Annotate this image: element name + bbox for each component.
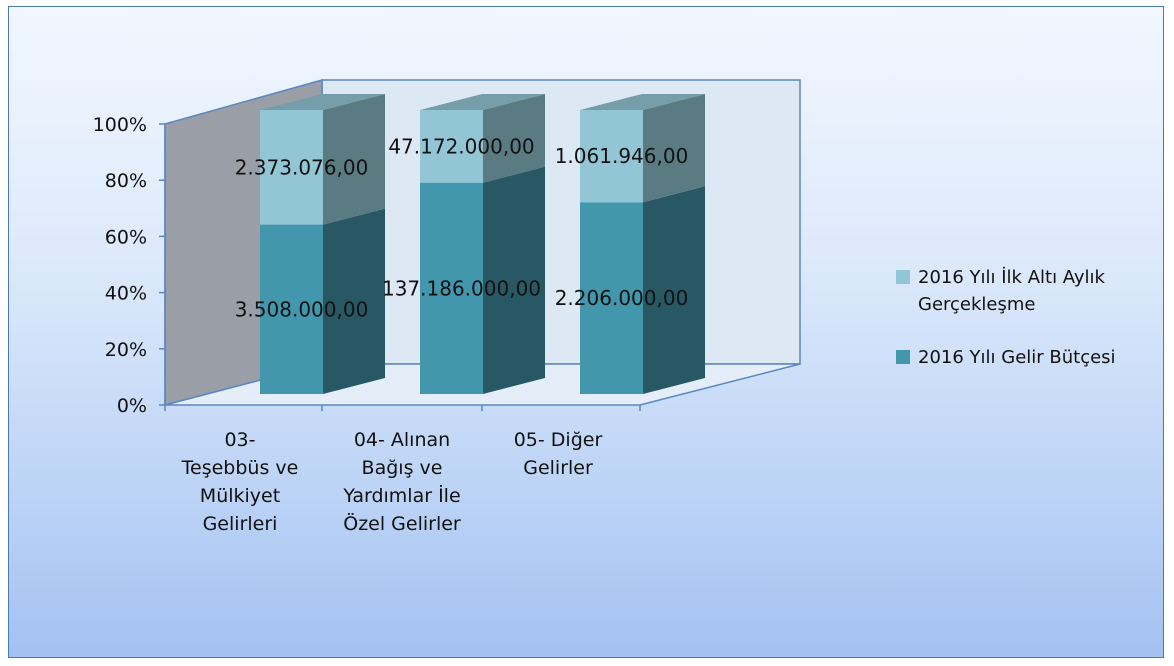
data-label: 47.172.000,00	[388, 134, 534, 158]
bar-front	[580, 202, 643, 394]
data-label: 2.373.076,00	[235, 155, 369, 179]
bars	[260, 94, 705, 394]
x-category-line: Yardımlar İle	[342, 484, 460, 507]
y-tick-label: 60%	[105, 226, 147, 248]
x-category-line: 04- Alınan	[354, 429, 450, 451]
bar-front	[420, 182, 483, 394]
bar-side	[483, 94, 545, 183]
x-category-line: Özel Gelirler	[343, 512, 461, 535]
y-tick-label: 80%	[105, 170, 147, 192]
legend-label-line: 2016 Yılı Gelir Bütçesi	[918, 347, 1116, 368]
legend-swatch	[896, 350, 910, 364]
data-label: 1.061.946,00	[555, 144, 689, 168]
x-category-label: 05- Diğer Gelirler	[514, 429, 603, 479]
bar-front	[580, 110, 643, 203]
bar-front	[260, 110, 323, 225]
y-tick-label: 40%	[105, 283, 147, 305]
x-category-line: Gelirler	[523, 457, 593, 479]
y-axis: 0% 20% 40% 60% 80% 100%	[93, 114, 641, 417]
data-label: 3.508.000,00	[235, 297, 369, 321]
x-category-line: 05- Diğer	[514, 429, 603, 451]
bar-front	[260, 224, 323, 394]
bar-top	[260, 94, 385, 110]
x-category-line: Bağış ve	[362, 457, 443, 479]
data-labels: 3.508.000,00 2.373.076,00 137.186.000,00 47…	[235, 134, 689, 321]
bar-top	[580, 94, 705, 110]
legend: 2016 Yılı İlk Altı Aylık Gerçekleşme2016 …	[896, 267, 1116, 368]
legend-label-line: 2016 Yılı İlk Altı Aylık	[918, 267, 1106, 288]
x-category-line: Gelirleri	[203, 513, 278, 535]
bar-side	[483, 166, 545, 394]
x-category-line: Mülkiyet	[200, 485, 280, 507]
bar-side	[323, 94, 385, 225]
y-tick-label: 100%	[93, 114, 147, 136]
y-tick-label: 0%	[117, 395, 147, 417]
x-category-label: 04- Alınan Bağış ve Yardımlar İle Özel Geli…	[342, 429, 461, 535]
legend-label: 2016 Yılı İlk Altı Aylık Gerçekleşme	[918, 267, 1106, 315]
legend-label: 2016 Yılı Gelir Bütçesi	[918, 347, 1116, 368]
x-category-line: Teşebbüs ve	[181, 457, 299, 479]
bar-side	[643, 186, 705, 394]
x-axis-categories: 03- Teşebbüs ve Mülkiyet Gelirleri 04- Alına…	[181, 429, 603, 535]
bar-front	[420, 110, 483, 183]
bar-side	[323, 208, 385, 394]
data-label: 137.186.000,00	[382, 276, 541, 300]
bar-top	[420, 94, 545, 110]
back-wall	[321, 79, 801, 365]
legend-swatch	[896, 270, 910, 284]
legend-label-line: Gerçekleşme	[918, 294, 1035, 315]
x-category-label: 03- Teşebbüs ve Mülkiyet Gelirleri	[181, 429, 299, 535]
bar-side	[643, 94, 705, 203]
data-label: 2.206.000,00	[555, 286, 689, 310]
y-tick-label: 20%	[105, 339, 147, 361]
x-category-line: 03-	[224, 429, 255, 451]
